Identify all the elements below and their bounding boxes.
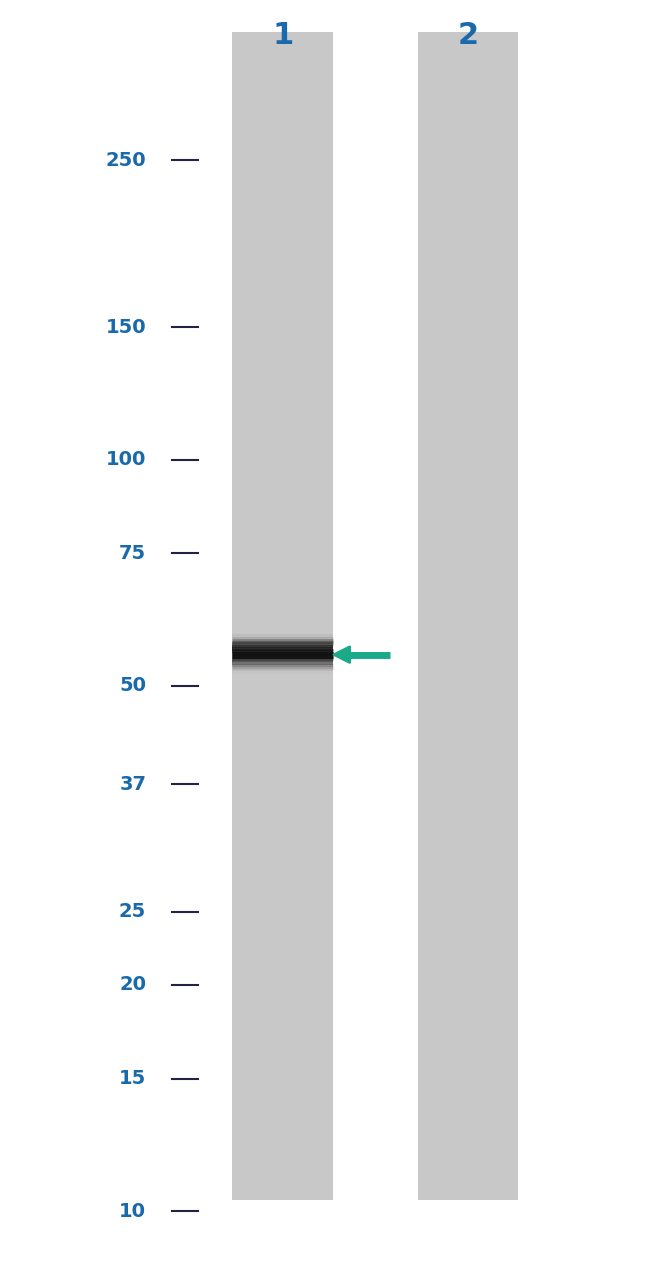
Bar [233,32,333,1200]
Text: 25: 25 [119,903,146,922]
Text: 100: 100 [106,450,146,469]
Text: 50: 50 [119,676,146,695]
Text: 15: 15 [119,1069,146,1088]
Text: 75: 75 [119,544,146,563]
Text: 37: 37 [119,775,146,794]
Text: 20: 20 [119,975,146,994]
Text: 250: 250 [105,151,146,170]
Text: 10: 10 [119,1201,146,1220]
Text: 2: 2 [458,22,478,50]
Bar [417,32,519,1200]
Text: 150: 150 [105,318,146,337]
Text: 1: 1 [272,22,293,50]
